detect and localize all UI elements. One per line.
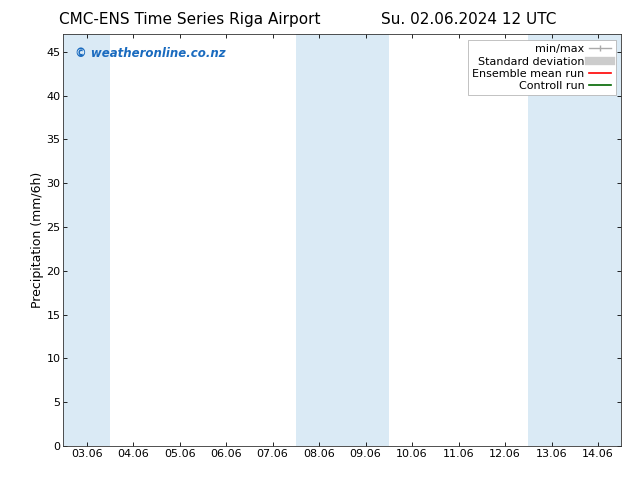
Text: CMC-ENS Time Series Riga Airport: CMC-ENS Time Series Riga Airport xyxy=(60,12,321,27)
Bar xyxy=(63,34,110,446)
Legend: min/max, Standard deviation, Ensemble mean run, Controll run: min/max, Standard deviation, Ensemble me… xyxy=(468,40,616,96)
Text: © weatheronline.co.nz: © weatheronline.co.nz xyxy=(75,47,225,60)
Bar xyxy=(296,34,389,446)
Y-axis label: Precipitation (mm/6h): Precipitation (mm/6h) xyxy=(30,172,44,308)
Text: Su. 02.06.2024 12 UTC: Su. 02.06.2024 12 UTC xyxy=(382,12,557,27)
Bar xyxy=(528,34,621,446)
